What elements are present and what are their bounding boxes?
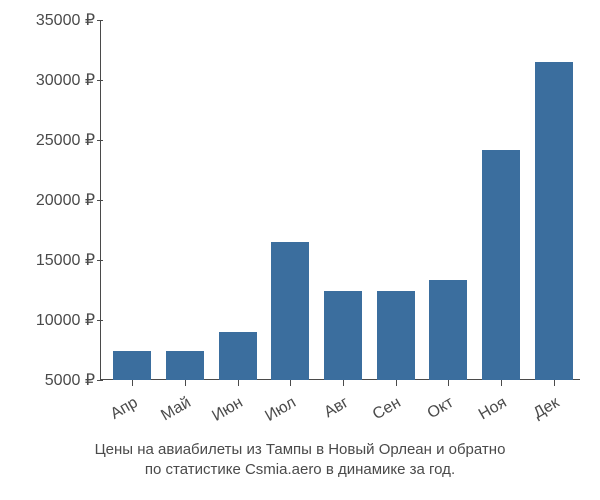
y-tick-label: 10000 ₽ xyxy=(0,310,95,330)
x-label-slot: Окт xyxy=(422,386,475,436)
bar-slot xyxy=(159,20,212,380)
bar xyxy=(324,291,362,380)
y-tick-label: 25000 ₽ xyxy=(0,130,95,150)
x-tick-label: Июл xyxy=(262,394,299,426)
x-tick-label: Июн xyxy=(210,394,247,426)
x-tick-label: Апр xyxy=(108,394,141,424)
caption-line-2: по статистике Csmia.aero в динамике за г… xyxy=(0,460,600,480)
caption-line-1: Цены на авиабилеты из Тампы в Новый Орле… xyxy=(0,440,600,460)
bar xyxy=(535,62,573,380)
bar xyxy=(166,351,204,380)
y-tick-label: 30000 ₽ xyxy=(0,70,95,90)
x-tick-label: Сен xyxy=(370,394,404,424)
y-tick-label: 15000 ₽ xyxy=(0,250,95,270)
bar xyxy=(429,280,467,380)
bar-slot xyxy=(264,20,317,380)
x-tick-label: Май xyxy=(158,394,194,425)
x-label-slot: Июл xyxy=(264,386,317,436)
x-tick-label: Авг xyxy=(321,394,352,422)
y-tick-label: 35000 ₽ xyxy=(0,10,95,30)
bar-slot xyxy=(422,20,475,380)
bar xyxy=(377,291,415,380)
x-tick-label: Окт xyxy=(425,394,457,423)
bar xyxy=(271,242,309,380)
bar xyxy=(482,150,520,380)
bar-slot xyxy=(317,20,370,380)
bar-slot xyxy=(106,20,159,380)
x-label-slot: Май xyxy=(159,386,212,436)
y-tick-label: 20000 ₽ xyxy=(0,190,95,210)
chart-plot-area xyxy=(100,20,580,380)
x-tick-label: Ноя xyxy=(476,394,510,424)
x-label-slot: Ноя xyxy=(475,386,528,436)
x-label-slot: Апр xyxy=(106,386,159,436)
x-label-slot: Дек xyxy=(527,386,580,436)
x-axis-labels: Апр Май Июн Июл Авг Сен Окт Ноя Дек xyxy=(100,386,580,436)
bar-slot xyxy=(369,20,422,380)
bars-group xyxy=(100,20,580,380)
bar xyxy=(113,351,151,380)
bar xyxy=(219,332,257,380)
bar-slot xyxy=(475,20,528,380)
x-label-slot: Июн xyxy=(211,386,264,436)
chart-caption: Цены на авиабилеты из Тампы в Новый Орле… xyxy=(0,440,600,481)
x-label-slot: Сен xyxy=(369,386,422,436)
bar-slot xyxy=(211,20,264,380)
bar-slot xyxy=(527,20,580,380)
x-label-slot: Авг xyxy=(317,386,370,436)
x-tick-label: Дек xyxy=(531,394,563,423)
y-tick-label: 5000 ₽ xyxy=(0,370,95,390)
